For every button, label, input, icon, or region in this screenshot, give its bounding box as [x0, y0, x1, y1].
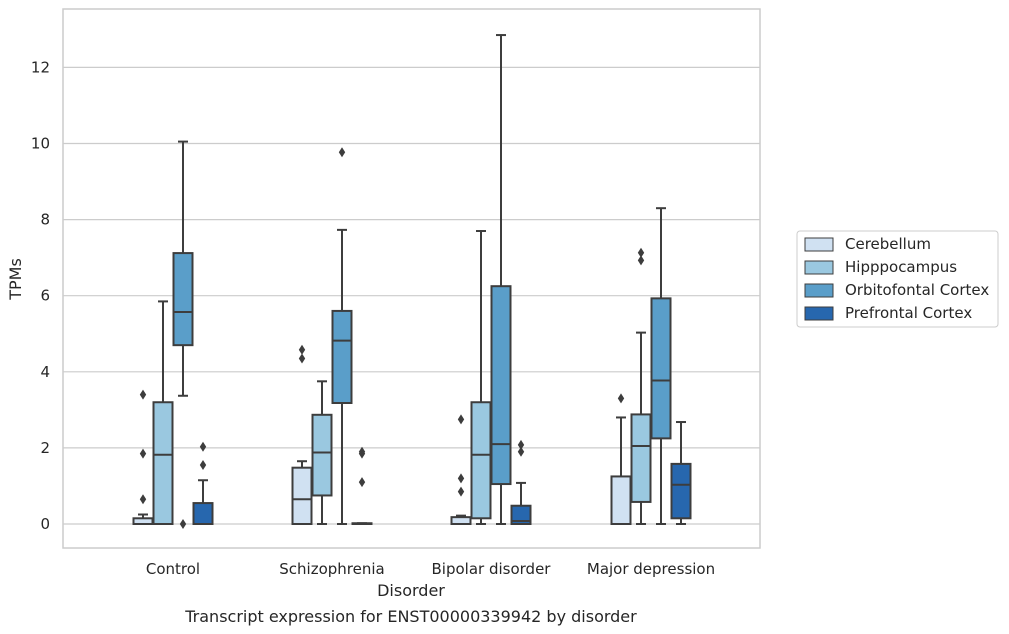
y-tick-labels: 0 2 4 6 8 10 12 — [31, 58, 50, 533]
legend-label: Orbitofontal Cortex — [845, 281, 989, 299]
y-axis-label: TPMs — [6, 258, 25, 301]
legend-swatch — [804, 260, 834, 275]
y-tick-label: 6 — [40, 287, 50, 305]
box — [450, 516, 472, 526]
outlier-point — [199, 460, 207, 471]
box-group — [650, 207, 672, 525]
outlier-point — [457, 414, 465, 425]
outlier-point — [139, 494, 147, 505]
box-group — [351, 446, 373, 526]
outlier-point — [517, 439, 525, 450]
outlier-point — [637, 247, 645, 258]
box-group — [311, 380, 333, 525]
legend-frame — [796, 230, 999, 328]
box — [650, 297, 672, 440]
legend-label: Prefrontal Cortex — [845, 304, 972, 322]
box — [610, 475, 632, 525]
legend-label: Hipppocampus — [845, 258, 957, 276]
box-group — [470, 230, 492, 525]
box-series — [132, 34, 692, 529]
legend-label: Cerebellum — [845, 235, 931, 253]
outlier-point — [517, 446, 525, 457]
y-tick-label: 8 — [40, 211, 50, 229]
box — [331, 309, 353, 405]
y-tick-label: 10 — [31, 135, 50, 153]
outlier-point — [617, 393, 625, 404]
box — [490, 285, 512, 486]
y-tick-label: 2 — [40, 439, 50, 457]
x-tick-label: Schizophrenia — [279, 560, 384, 578]
outlier-point — [338, 147, 346, 158]
outlier-point — [139, 389, 147, 400]
box — [152, 401, 174, 525]
plot-frame — [62, 8, 761, 549]
box — [510, 504, 532, 525]
y-tick-label: 12 — [31, 58, 50, 76]
outlier-point — [358, 477, 366, 488]
box-group — [510, 439, 532, 525]
box-group — [331, 147, 353, 525]
outlier-point — [179, 519, 187, 529]
box — [291, 466, 313, 526]
x-tick-label: Major depression — [587, 560, 715, 578]
box — [172, 252, 194, 347]
chart-caption: Transcript expression for ENST0000033994… — [184, 607, 637, 626]
box-group — [490, 34, 512, 525]
y-tick-label: 0 — [40, 515, 50, 533]
box-group — [192, 441, 214, 526]
box — [470, 401, 492, 520]
outlier-point — [139, 448, 147, 459]
legend-swatch — [804, 306, 834, 321]
legend: Cerebellum Hipppocampus Orbitofontal Corte… — [796, 230, 999, 328]
box-group — [630, 247, 652, 525]
y-tick-label: 4 — [40, 363, 50, 381]
outlier-point — [457, 486, 465, 497]
outlier-point — [298, 344, 306, 355]
box-group — [172, 140, 194, 529]
legend-swatch — [804, 283, 834, 298]
outlier-point — [637, 255, 645, 266]
legend-swatch — [804, 237, 834, 252]
box — [311, 413, 333, 497]
x-tick-label: Bipolar disorder — [432, 560, 552, 578]
outlier-point — [358, 446, 366, 457]
box-group — [670, 421, 692, 525]
x-tick-labels: Control Schizophrenia Bipolar disorder Majo… — [146, 560, 715, 578]
x-axis-label: Disorder — [377, 581, 445, 600]
box — [192, 502, 214, 526]
box — [630, 413, 652, 503]
outlier-point — [457, 473, 465, 484]
outlier-point — [199, 441, 207, 452]
box-group — [152, 300, 174, 525]
x-tick-label: Control — [146, 560, 200, 578]
outlier-point — [298, 353, 306, 364]
box — [670, 462, 692, 520]
box-group — [450, 414, 472, 526]
